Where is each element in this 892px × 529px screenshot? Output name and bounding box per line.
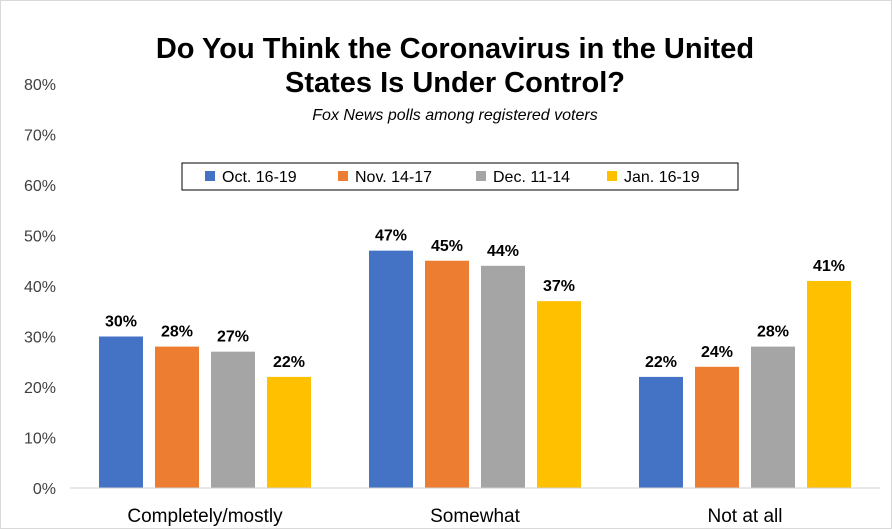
legend-label: Jan. 16-19 — [624, 169, 700, 186]
bar-data-label: 47% — [375, 228, 407, 245]
y-axis: 0% 10% 20% 30% 40% 50% 60% 70% 80% — [24, 77, 56, 498]
legend-box — [181, 162, 739, 191]
bar — [695, 366, 739, 488]
legend: Oct. 16-19 Nov. 14-17 Dec. 11-14 Jan. 16-19 — [181, 162, 739, 191]
chart-subtitle: Fox News polls among registered voters — [312, 107, 597, 124]
y-tick-label: 70% — [24, 128, 56, 145]
legend-label: Dec. 11-14 — [493, 169, 570, 186]
y-tick-label: 20% — [24, 380, 56, 397]
legend-swatch — [205, 171, 215, 181]
y-tick-label: 10% — [24, 431, 56, 448]
bar — [99, 336, 143, 488]
y-tick-label: 80% — [24, 77, 56, 94]
legend-swatch — [338, 171, 348, 181]
legend-label: Nov. 14-17 — [355, 169, 432, 186]
bar-data-label: 22% — [645, 354, 677, 371]
x-category-label: Completely/mostly — [127, 506, 283, 527]
y-tick-label: 50% — [24, 229, 56, 246]
chart-title-line1: Do You Think the Coronavirus in the Unit… — [156, 33, 754, 65]
legend-swatch — [607, 171, 617, 181]
legend-swatch — [476, 171, 486, 181]
bar — [267, 376, 311, 488]
bar — [807, 280, 851, 488]
bar-data-label: 41% — [813, 258, 845, 275]
bar — [155, 346, 199, 488]
bar-data-label: 28% — [757, 324, 789, 341]
x-category-label: Not at all — [708, 506, 783, 527]
bar — [639, 376, 683, 488]
bar-data-label: 37% — [543, 278, 575, 295]
bar — [537, 301, 581, 488]
chart-title-line2: States Is Under Control? — [285, 67, 625, 99]
bars-group: 30% 28% 27% 22% 47% 45% 44% 37% 22% 24% 28% 41% — [99, 228, 851, 488]
x-axis: Completely/mostly Somewhat Not at all — [127, 506, 782, 527]
bar-data-label: 27% — [217, 329, 249, 346]
y-tick-label: 40% — [24, 279, 56, 296]
bar — [211, 351, 255, 488]
y-tick-label: 30% — [24, 330, 56, 347]
bar — [751, 346, 795, 488]
x-category-label: Somewhat — [430, 506, 520, 527]
y-tick-label: 0% — [33, 481, 56, 498]
legend-label: Oct. 16-19 — [222, 169, 297, 186]
bar-data-label: 24% — [701, 344, 733, 361]
bar — [369, 250, 413, 488]
y-tick-label: 60% — [24, 178, 56, 195]
bar-data-label: 30% — [105, 314, 137, 331]
bar-data-label: 44% — [487, 243, 519, 260]
bar-data-label: 22% — [273, 354, 305, 371]
bar-data-label: 28% — [161, 324, 193, 341]
bar — [425, 260, 469, 488]
bar-data-label: 45% — [431, 238, 463, 255]
bar — [481, 265, 525, 488]
